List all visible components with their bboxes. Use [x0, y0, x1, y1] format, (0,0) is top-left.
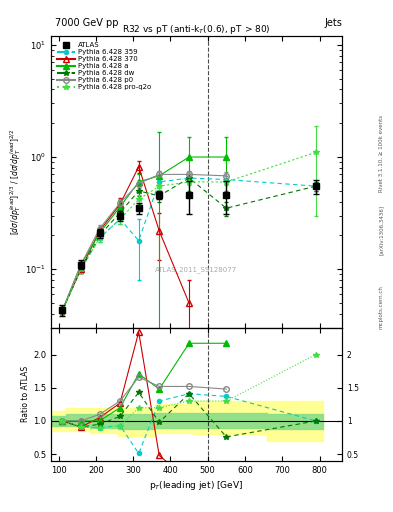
- Legend: ATLAS, Pythia 6.428 359, Pythia 6.428 370, Pythia 6.428 a, Pythia 6.428 dw, Pyth: ATLAS, Pythia 6.428 359, Pythia 6.428 37…: [55, 39, 154, 93]
- Text: [arXiv:1306.3436]: [arXiv:1306.3436]: [379, 205, 384, 255]
- Text: ATLAS_2011_S9128077: ATLAS_2011_S9128077: [155, 266, 238, 273]
- Y-axis label: Ratio to ATLAS: Ratio to ATLAS: [21, 367, 30, 422]
- Title: R32 vs pT (anti-k$_T$(0.6), pT > 80): R32 vs pT (anti-k$_T$(0.6), pT > 80): [122, 23, 271, 36]
- Y-axis label: $[d\sigma/dp_T^{lead}]^{2/3}$ / $[d\sigma/dp_T^{lead}]^{2/2}$: $[d\sigma/dp_T^{lead}]^{2/3}$ / $[d\sigm…: [8, 129, 23, 235]
- Text: mcplots.cern.ch: mcplots.cern.ch: [379, 285, 384, 329]
- X-axis label: p$_T$(leading jet) [GeV]: p$_T$(leading jet) [GeV]: [149, 479, 244, 492]
- Text: 7000 GeV pp: 7000 GeV pp: [55, 18, 119, 28]
- Text: Rivet 3.1.10, ≥ 100k events: Rivet 3.1.10, ≥ 100k events: [379, 115, 384, 192]
- Text: Jets: Jets: [324, 18, 342, 28]
